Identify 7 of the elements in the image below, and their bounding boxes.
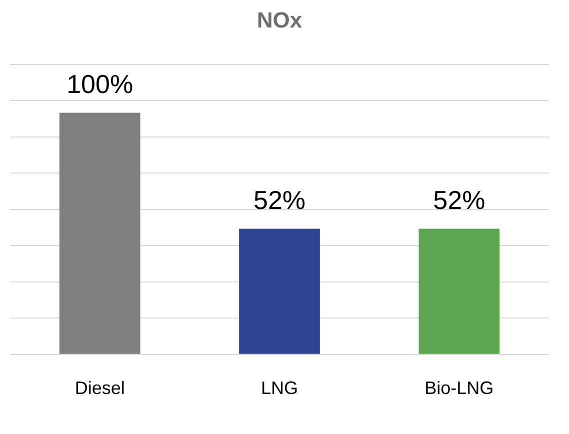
- data-label: 52%: [433, 184, 486, 215]
- data-label: 52%: [253, 184, 306, 215]
- x-tick-label: LNG: [260, 378, 298, 398]
- x-tick-label: Diesel: [74, 378, 125, 398]
- data-label: 100%: [66, 68, 134, 99]
- x-tick-label: Bio-LNG: [424, 378, 494, 398]
- chart-title: NOx: [256, 7, 303, 32]
